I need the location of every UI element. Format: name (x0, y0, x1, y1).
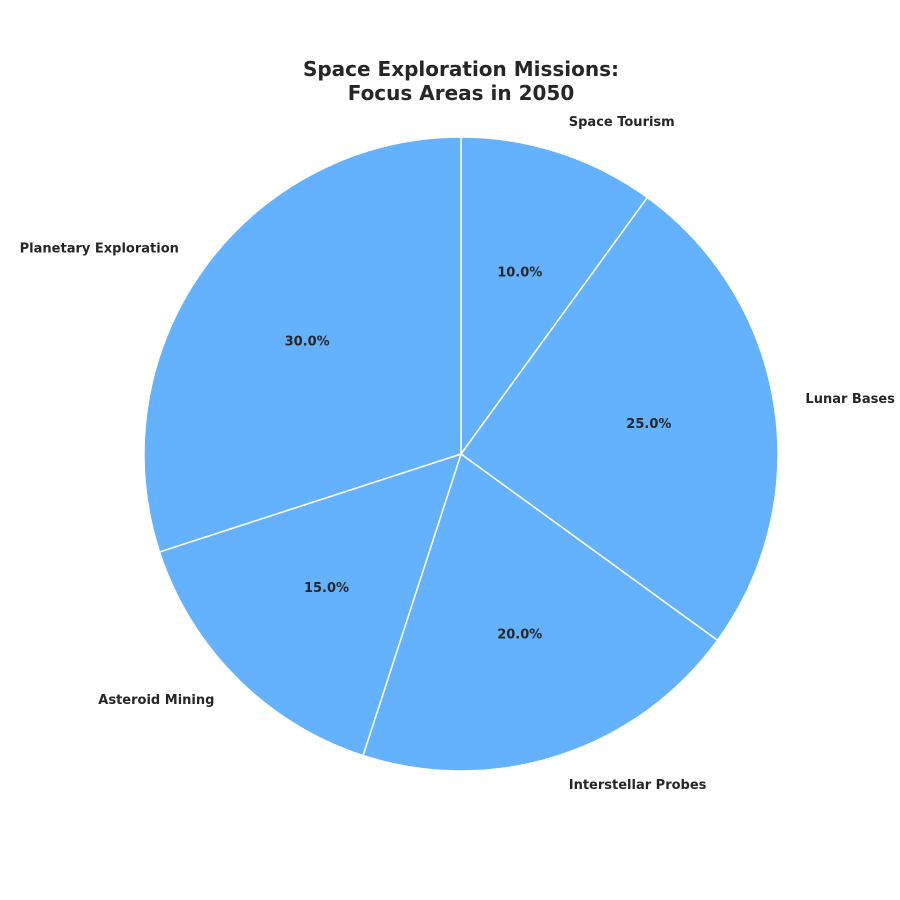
slice-label-asteroid-mining: Asteroid Mining (98, 693, 214, 708)
labels-layer: Space Tourism 10.0% Lunar Bases 25.0% Inters… (20, 115, 895, 793)
slice-label-space-tourism: Space Tourism (569, 115, 675, 130)
pie-slice-asteroid-mining (158, 452, 463, 757)
slice-label-lunar-bases: Lunar Bases (805, 392, 895, 407)
pie-slice-interstellar-probes (362, 452, 719, 772)
slice-percent-lunar-bases: 25.0% (626, 417, 671, 432)
chart-title-line-2: Focus Areas in 2050 (348, 81, 575, 105)
slice-percent-interstellar-probes: 20.0% (497, 627, 542, 642)
chart-title-line-1: Space Exploration Missions: (303, 57, 619, 81)
slice-label-interstellar-probes: Interstellar Probes (569, 778, 707, 793)
slice-percent-space-tourism: 10.0% (497, 266, 542, 281)
slice-percent-planetary-exploration: 30.0% (285, 335, 330, 350)
pie-slice-lunar-bases (459, 196, 779, 642)
slice-percent-asteroid-mining: 15.0% (304, 581, 349, 596)
slices-layer (143, 136, 779, 772)
pie-slice-space-tourism (460, 136, 649, 457)
pie-slice-planetary-exploration (143, 136, 462, 553)
slice-label-planetary-exploration: Planetary Exploration (20, 242, 179, 257)
